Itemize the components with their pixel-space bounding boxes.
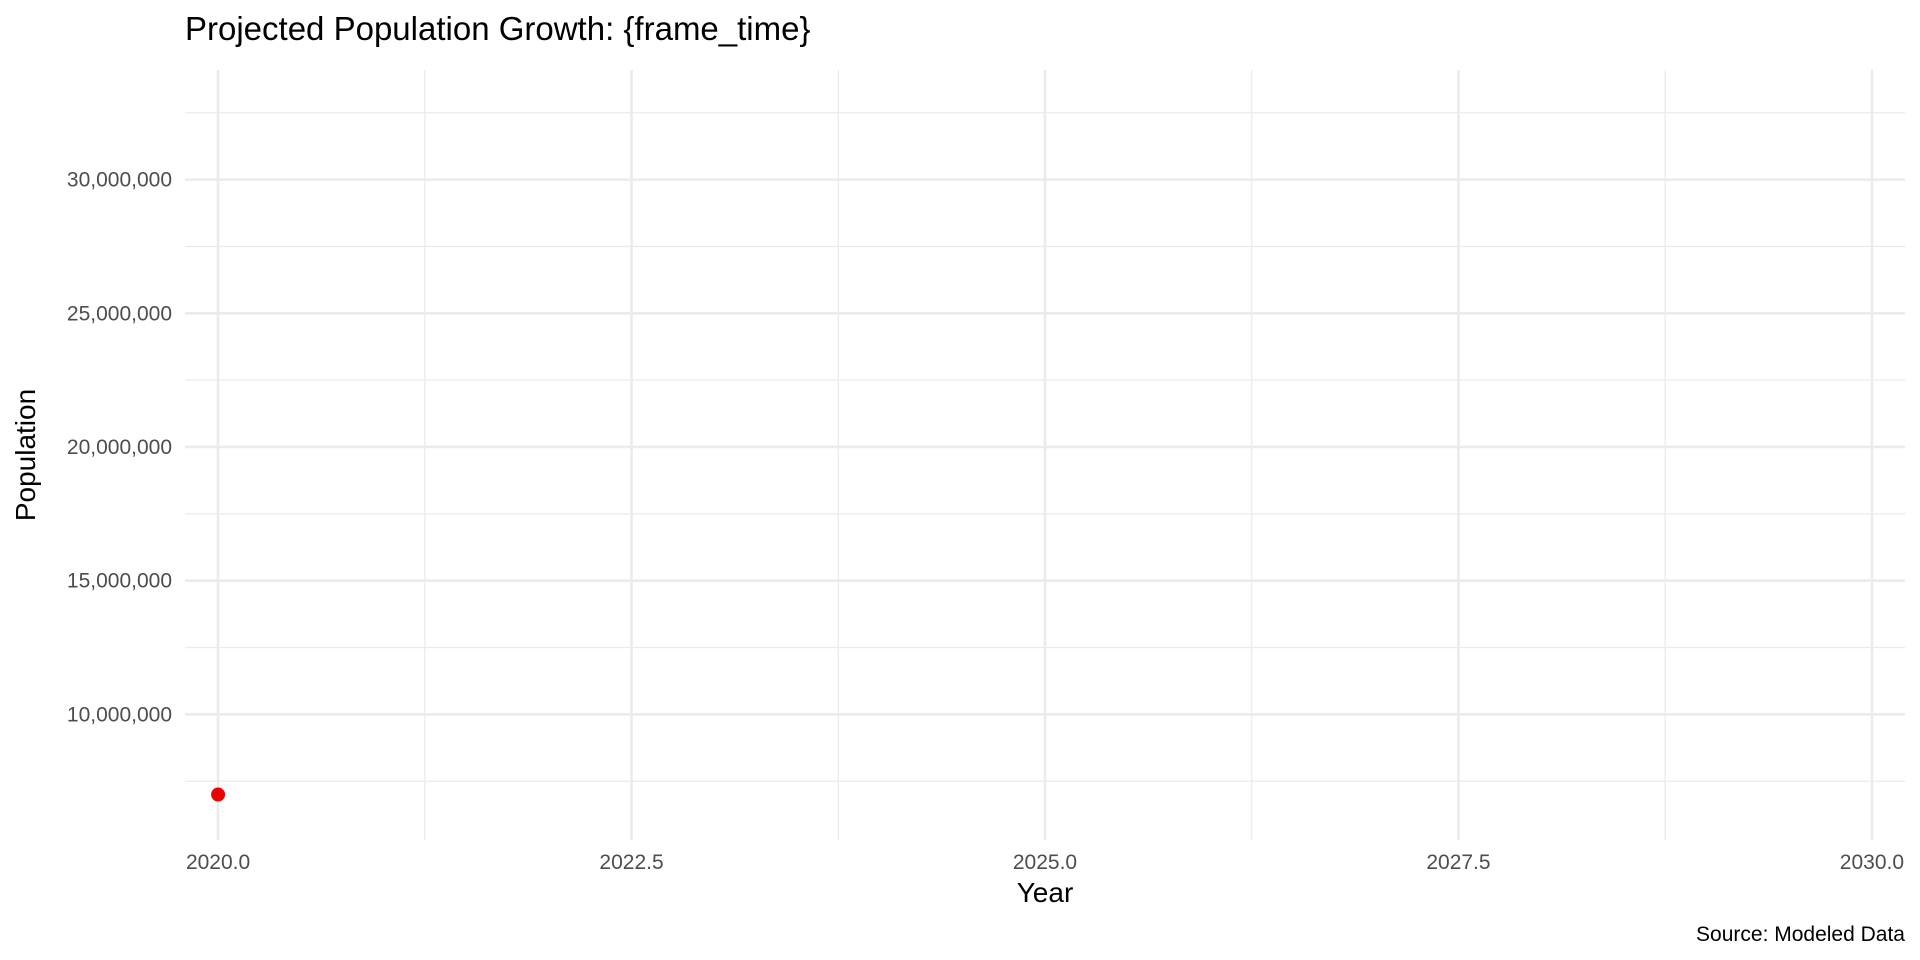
x-axis-ticks: 2020.0 2022.5 2025.0 2027.5 2030.0 [186, 851, 1904, 874]
y-tick-label: 20,000,000 [67, 436, 172, 459]
y-axis-title: Population [10, 389, 41, 521]
x-tick-label: 2022.5 [599, 851, 663, 874]
source-caption: Source: Modeled Data [1696, 923, 1905, 946]
data-point [211, 787, 226, 802]
x-tick-label: 2027.5 [1426, 851, 1490, 874]
y-tick-label: 30,000,000 [67, 169, 172, 192]
x-tick-label: 2020.0 [186, 851, 250, 874]
data-points [211, 787, 226, 802]
y-tick-label: 15,000,000 [67, 570, 172, 593]
y-tick-label: 10,000,000 [67, 703, 172, 726]
y-axis-ticks: 10,000,000 15,000,000 20,000,000 25,000,000… [67, 169, 172, 727]
x-tick-label: 2030.0 [1840, 851, 1904, 874]
grid [185, 70, 1905, 840]
y-tick-label: 25,000,000 [67, 302, 172, 325]
x-tick-label: 2025.0 [1013, 851, 1077, 874]
chart-title: Projected Population Growth: {frame_time… [185, 10, 811, 47]
x-axis-title: Year [1017, 877, 1074, 908]
